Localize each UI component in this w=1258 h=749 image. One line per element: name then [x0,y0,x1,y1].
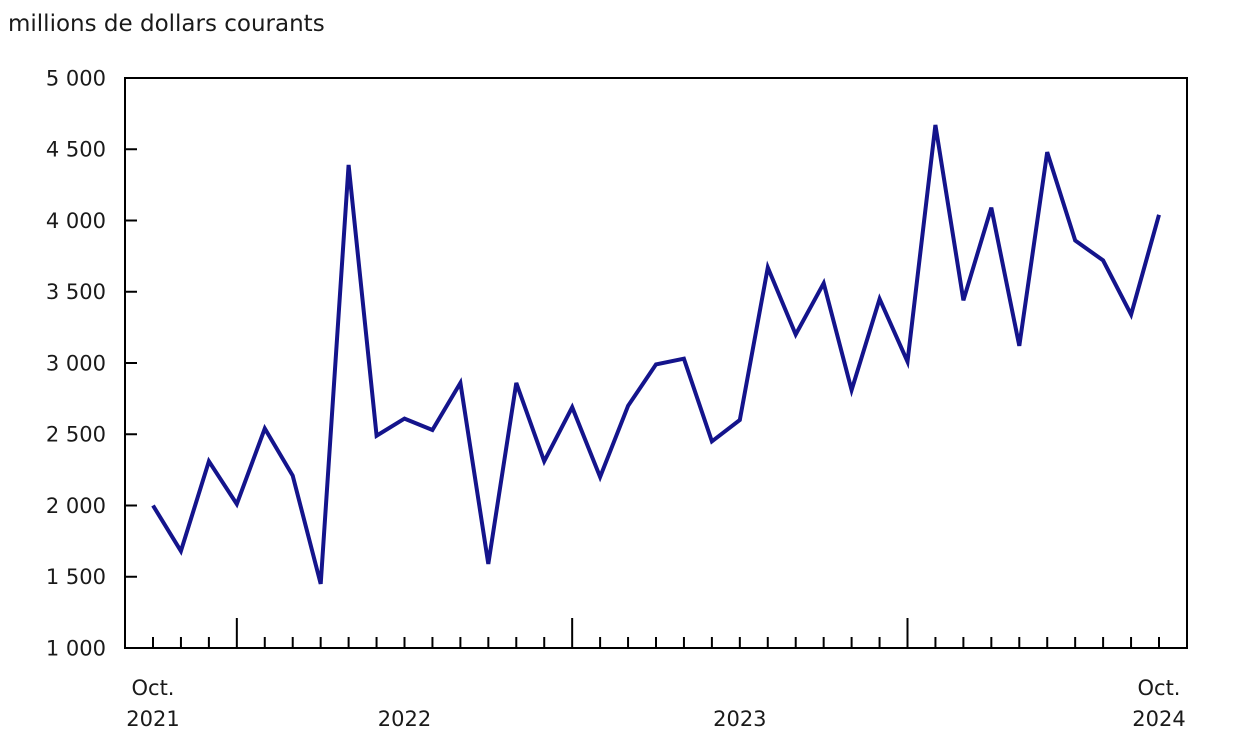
x-axis-year-label: 2022 [378,707,431,731]
y-axis-label: 1 000 [46,636,106,660]
x-axis-year-label: 2024 [1132,707,1185,731]
y-axis-label: 5 000 [46,66,106,90]
y-axis-label: 3 000 [46,351,106,375]
y-axis-label: 4 000 [46,209,106,233]
y-axis-label: 2 000 [46,494,106,518]
x-axis-year-label: 2023 [713,707,766,731]
x-axis-year-label: 2021 [126,707,179,731]
y-axis-label: 4 500 [46,138,106,162]
x-axis-month-label: Oct. [132,676,175,700]
data-line-series [151,124,1161,585]
y-axis-label: 3 500 [46,280,106,304]
x-axis-month-label: Oct. [1138,676,1181,700]
chart-title: millions de dollars courants [8,11,325,37]
y-axis-label: 1 500 [46,565,106,589]
y-axis-label: 2 500 [46,423,106,447]
